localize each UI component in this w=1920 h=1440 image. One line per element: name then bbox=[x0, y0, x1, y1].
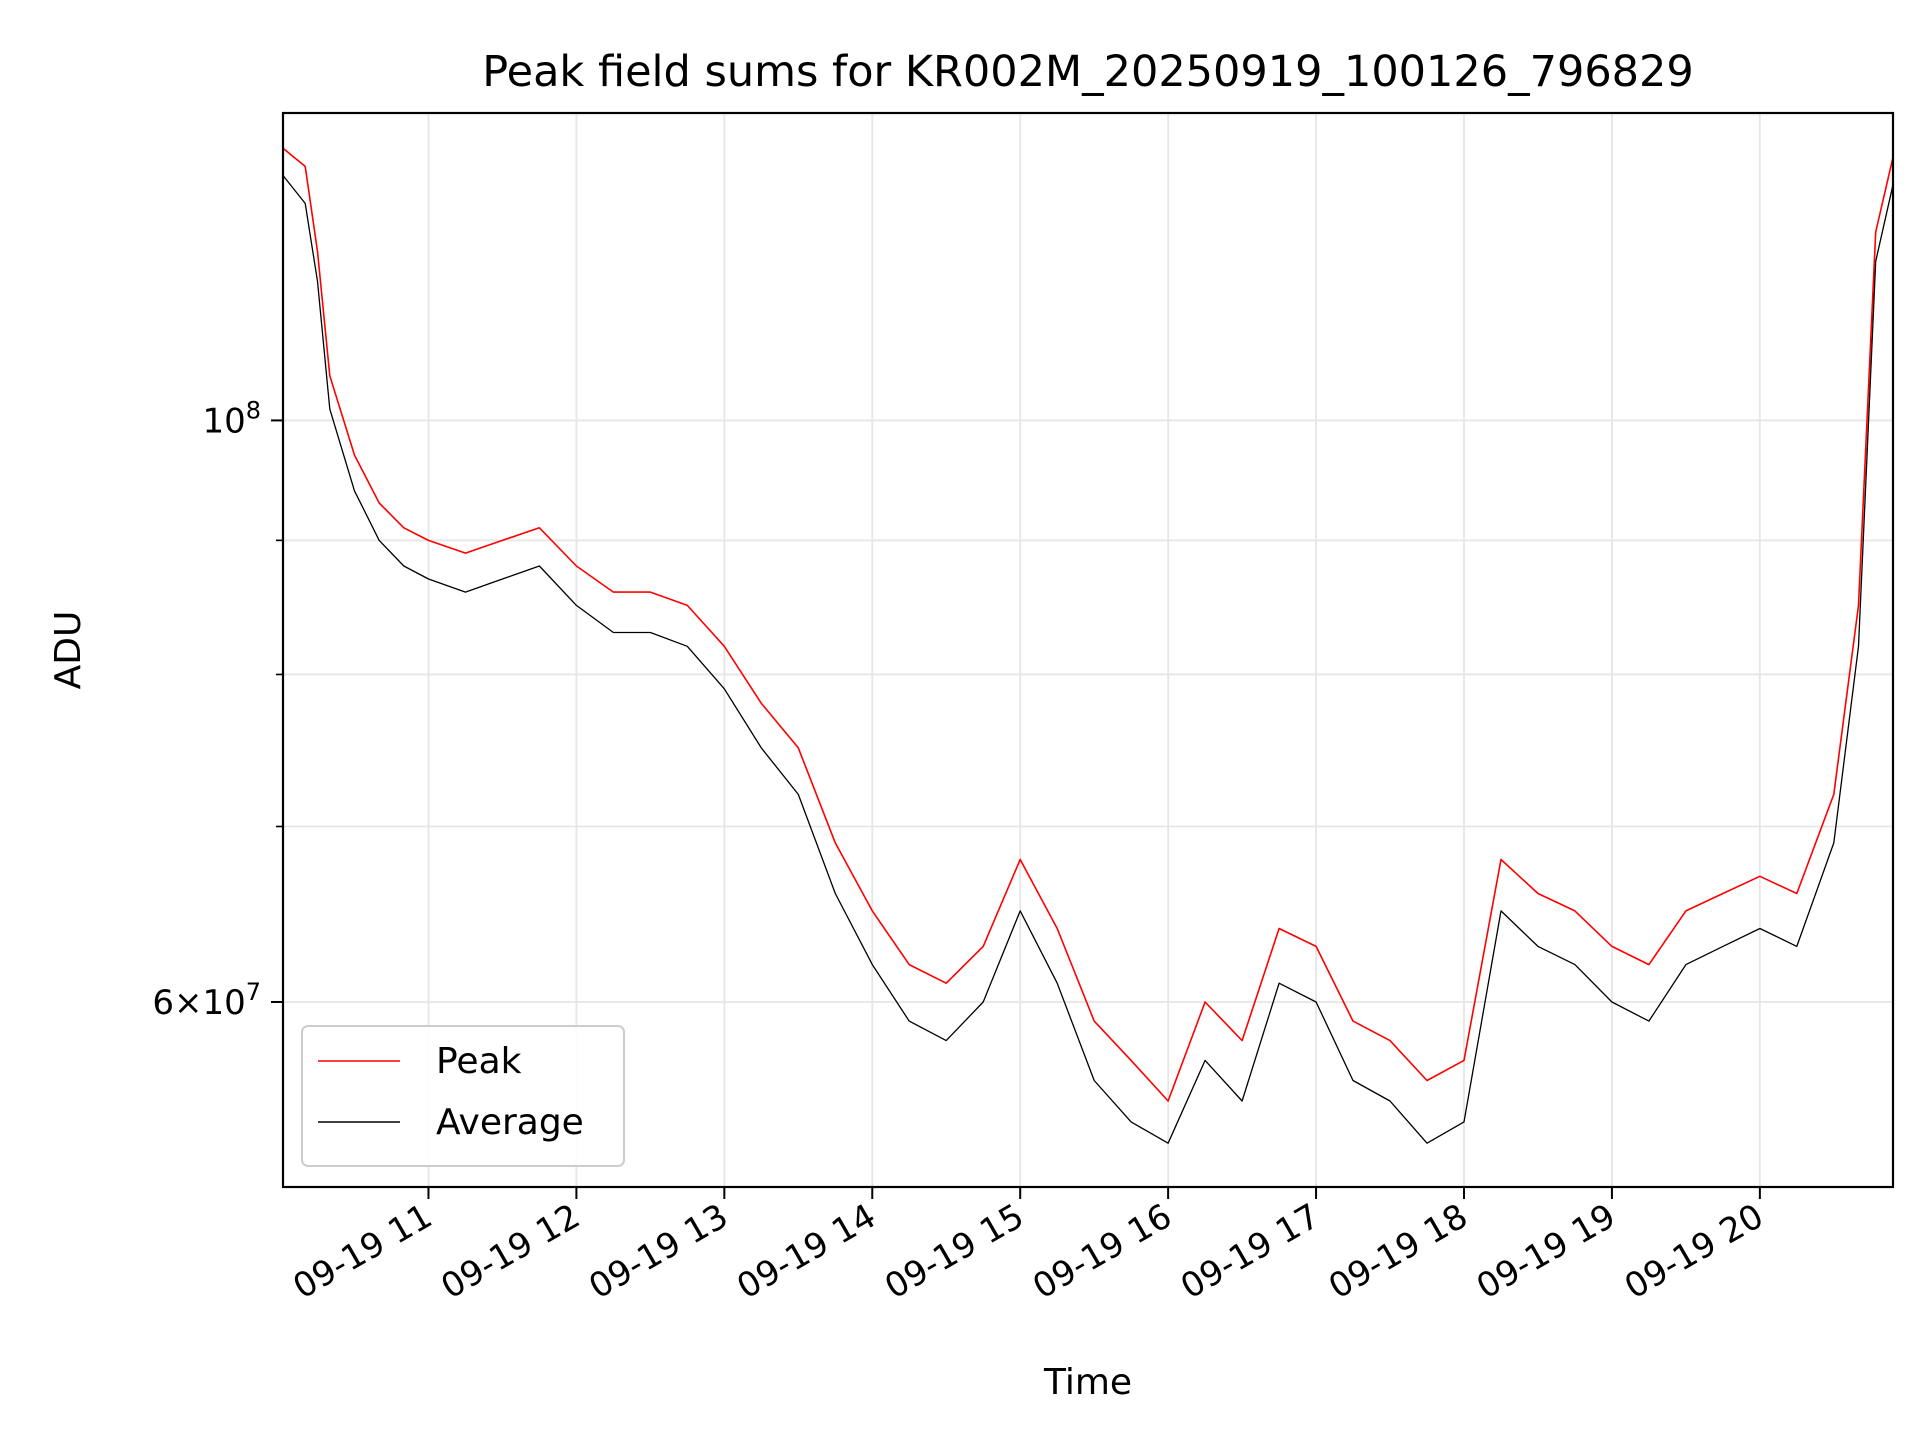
grid bbox=[283, 113, 1893, 1187]
legend: Peak Average bbox=[301, 1025, 625, 1167]
series-line-peak bbox=[282, 147, 1894, 1102]
y-axis-title: ADU bbox=[48, 611, 89, 690]
series-line-average bbox=[282, 175, 1894, 1144]
legend-label-peak: Peak bbox=[436, 1041, 522, 1082]
legend-label-average: Average bbox=[436, 1102, 584, 1143]
series-lines bbox=[282, 147, 1894, 1144]
y-tick-label: 6×107 bbox=[152, 978, 261, 1023]
chart-title: Peak field sums for KR002M_20250919_1001… bbox=[482, 47, 1694, 97]
x-axis-title: Time bbox=[1043, 1362, 1132, 1403]
plot-frame bbox=[281, 111, 1895, 1189]
